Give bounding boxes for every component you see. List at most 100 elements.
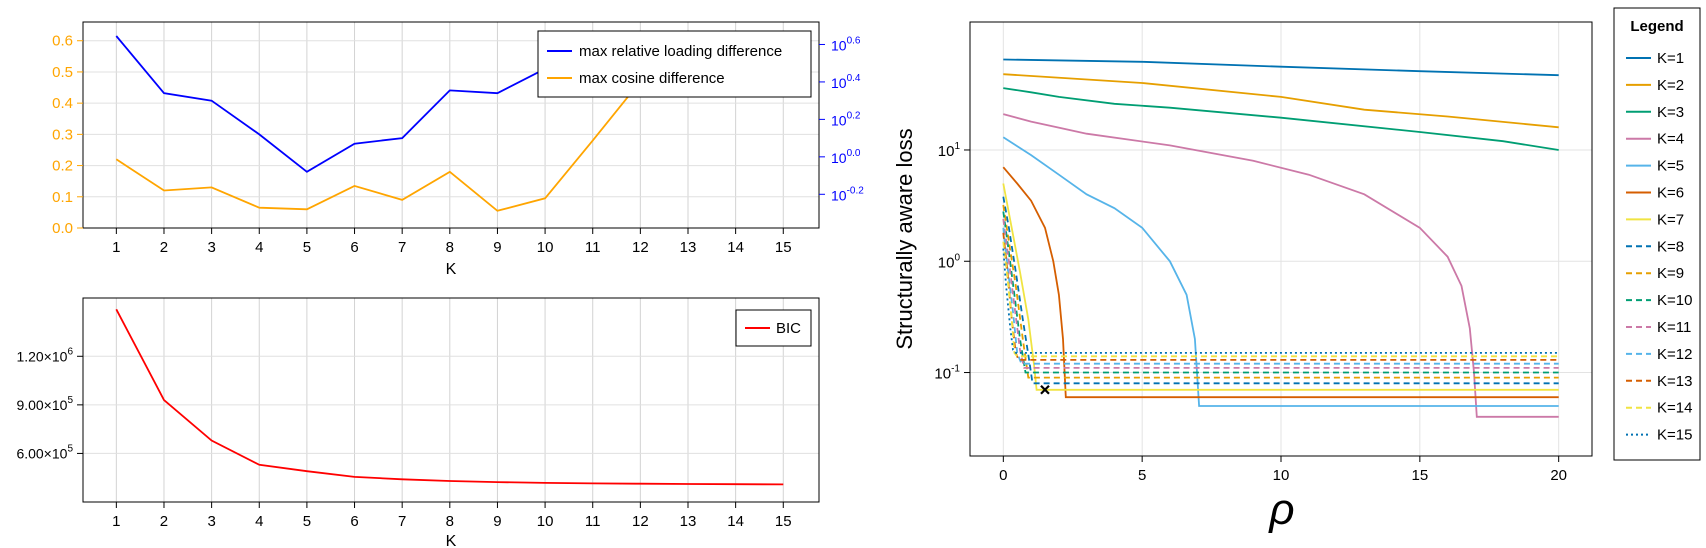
legend-label: K=15 [1657, 427, 1692, 444]
x-tick-label: 15 [1411, 467, 1428, 484]
legend-label-bic: BIC [776, 320, 801, 337]
y-tick-label: 101 [938, 141, 961, 160]
series-line [1002, 248, 1559, 354]
x-tick-label: 9 [493, 239, 501, 256]
x-tick-label: 11 [585, 239, 601, 256]
legend-label: K=7 [1657, 211, 1684, 228]
right-tick-label: 100.0 [831, 148, 861, 166]
series-line [1002, 241, 1559, 358]
legend-label: K=9 [1657, 265, 1684, 282]
loss-lines [1002, 58, 1559, 418]
series-line [115, 80, 642, 212]
x-tick-label: 5 [1138, 467, 1146, 484]
right-tick-label: 100.4 [831, 73, 861, 91]
loss-y-label: Structurally aware loss [892, 128, 917, 349]
bic-panel: 1 2 3 4 5 6 7 8 9 10 11 12 13 14 15 6.00×1059.00×1051.… [16, 297, 820, 548]
bic-legend: BIC [735, 309, 812, 347]
reproducibility-panel: 1 2 3 4 5 6 7 8 9 10 11 12 13 14 15 0.00.10.20.30.40.5… [52, 21, 864, 278]
x-tick-label: 0 [999, 467, 1007, 484]
loss-legend: Legend K=1K=2K=3K=4K=5K=6K=7K=8K=9K=10K=… [1613, 7, 1701, 461]
series-line [1003, 87, 1559, 151]
left-tick-label: 0.0 [52, 220, 73, 237]
y-tick-label: 1.20×106 [16, 346, 73, 364]
x-tick-label: 3 [207, 513, 215, 530]
x-tick-label: 1 [112, 513, 120, 530]
reproducibility-frame [82, 21, 820, 229]
x-tick-label: 14 [727, 513, 744, 530]
loss-x-label: ρ [1267, 485, 1294, 534]
legend-label: K=1 [1657, 50, 1684, 67]
series-line [1003, 58, 1559, 77]
x-tick-label: 8 [446, 513, 454, 530]
series-line [1002, 204, 1559, 379]
series-line [1002, 183, 1559, 391]
series-line [1003, 113, 1559, 418]
x-tick-label: 13 [680, 239, 697, 256]
right-tick-label: 10-0.2 [831, 185, 864, 203]
bic-lines [115, 308, 784, 486]
series-line [1002, 218, 1559, 369]
y-tick-label: 9.00×105 [16, 395, 73, 413]
legend-label: K=5 [1657, 158, 1684, 175]
y-tick-label: 6.00×105 [16, 443, 73, 461]
loss-panel: 0 5 10 15 20 10-1 100 101 Structurally aware l… [892, 7, 1701, 534]
series-line [1003, 73, 1559, 129]
x-tick-label: 14 [727, 239, 744, 256]
x-tick-label: 4 [255, 513, 263, 530]
loss-legend-box [1613, 7, 1701, 461]
series-line [1002, 227, 1559, 365]
legend-label: K=11 [1657, 319, 1691, 336]
loss-y-ticks: 10-1 100 101 [934, 141, 970, 383]
bic-grid [83, 298, 819, 502]
left-tick-label: 0.5 [52, 64, 73, 81]
x-tick-label: 3 [207, 239, 215, 256]
reproducibility-legend-box [537, 30, 812, 98]
bic-y-ticks: 6.00×105 9.00×105 1.20×106 [16, 346, 83, 461]
x-tick-label: 5 [303, 239, 311, 256]
left-tick-label: 0.1 [52, 189, 73, 206]
series-line [115, 308, 784, 486]
series-line [1002, 211, 1559, 374]
x-tick-label: 9 [493, 513, 501, 530]
x-tick-label: 2 [160, 513, 168, 530]
legend-label: K=13 [1657, 373, 1692, 390]
x-tick-label: 15 [775, 513, 792, 530]
x-tick-label: 15 [775, 239, 792, 256]
x-tick-label: 5 [303, 513, 311, 530]
loss-legend-title: Legend [1630, 18, 1683, 35]
x-tick-label: 13 [680, 513, 697, 530]
y-tick-label: 10-1 [934, 364, 960, 383]
loss-marker [1040, 384, 1050, 395]
reproducibility-x-ticks: 1 2 3 4 5 6 7 8 9 10 11 12 13 14 15 [112, 228, 792, 256]
x-tick-label: 2 [160, 239, 168, 256]
x-tick-label: 11 [585, 513, 601, 530]
legend-label: K=2 [1657, 77, 1684, 94]
marker-x-stroke [1040, 384, 1050, 395]
legend-label-cosine: max cosine difference [579, 70, 725, 87]
left-tick-label: 0.6 [52, 33, 73, 50]
x-tick-label: 12 [632, 513, 649, 530]
legend-label: K=12 [1657, 346, 1692, 363]
reproducibility-x-label: K [446, 261, 457, 278]
x-tick-label: 6 [350, 239, 358, 256]
x-tick-label: 10 [1273, 467, 1290, 484]
loss-grid [970, 22, 1592, 456]
right-tick-label: 100.6 [831, 35, 861, 53]
x-tick-label: 7 [398, 513, 406, 530]
legend-label: K=8 [1657, 238, 1684, 255]
x-tick-label: 7 [398, 239, 406, 256]
reproducibility-legend: max relative loading difference max cosi… [537, 30, 812, 98]
x-tick-label: 10 [537, 513, 554, 530]
x-tick-label: 1 [112, 239, 120, 256]
reproducibility-left-ticks: 0.0 0.1 0.2 0.3 0.4 0.5 0.6 [52, 33, 83, 237]
legend-label-loading: max relative loading difference [579, 43, 782, 60]
x-tick-label: 10 [537, 239, 554, 256]
bic-x-ticks: 1 2 3 4 5 6 7 8 9 10 11 12 13 14 15 [112, 502, 792, 530]
loss-legend-items: K=1 K=2 K=3 K=4 K=5 K=6 K=7 K=8 K=9 K=10 K=11 K=12 K… [1626, 50, 1692, 444]
loss-x-ticks: 0 5 10 15 20 [999, 456, 1567, 484]
legend-label: K=4 [1657, 131, 1684, 148]
reproducibility-lines [115, 35, 642, 212]
left-tick-label: 0.4 [52, 95, 73, 112]
x-tick-label: 4 [255, 239, 263, 256]
